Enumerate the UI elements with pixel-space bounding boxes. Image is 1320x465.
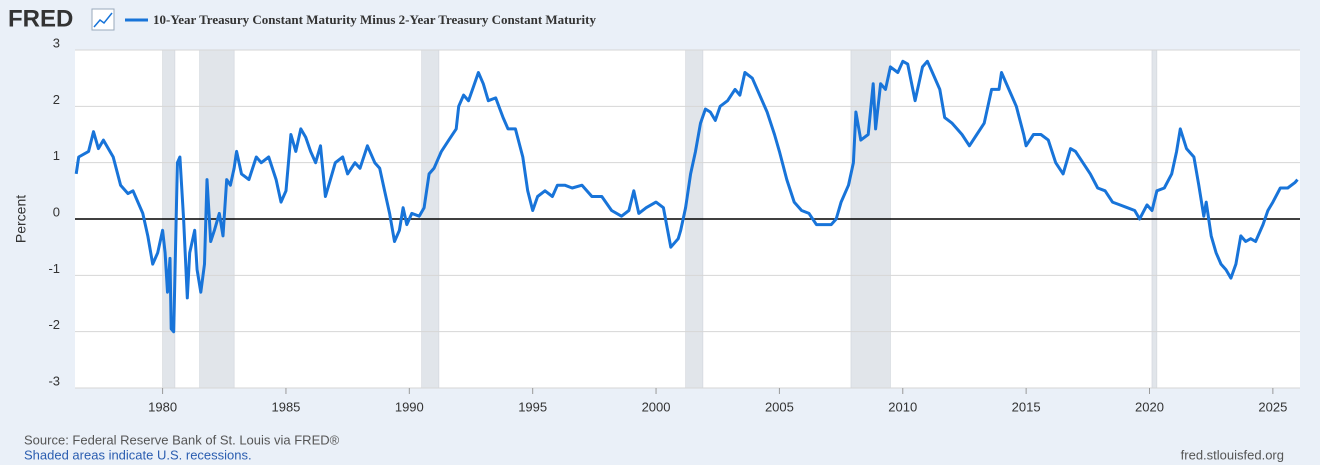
- series-line: [74, 59, 1299, 334]
- y-axis-label: Percent: [13, 195, 29, 243]
- x-tick-label: 2015: [1012, 399, 1041, 414]
- x-tick-label: 2005: [765, 399, 794, 414]
- y-tick-label: -3: [48, 373, 60, 388]
- x-tick-label: 1995: [518, 399, 547, 414]
- y-tick-label: -1: [48, 261, 60, 276]
- x-tick-label: 1985: [271, 399, 300, 414]
- x-tick-label: 1980: [148, 399, 177, 414]
- logo: FRED: [8, 5, 73, 32]
- legend-label: 10-Year Treasury Constant Maturity Minus…: [153, 12, 596, 27]
- recession-note: Shaded areas indicate U.S. recessions.: [24, 447, 252, 462]
- y-tick-label: 2: [53, 92, 60, 107]
- x-tick-label: 1990: [395, 399, 424, 414]
- y-tick-label: 0: [53, 204, 60, 219]
- y-tick-label: 3: [53, 35, 60, 50]
- source: Source: Federal Reserve Bank of St. Loui…: [24, 432, 340, 447]
- logo-icon: [91, 8, 115, 31]
- y-tick-label: 1: [53, 148, 60, 163]
- x-tick-label: 2000: [642, 399, 671, 414]
- y-tick-label: -2: [48, 317, 60, 332]
- x-tick-label: 2010: [888, 399, 917, 414]
- x-tick-label: 2025: [1258, 399, 1287, 414]
- x-tick-label: 2020: [1135, 399, 1164, 414]
- site: fred.stlouisfed.org: [1181, 447, 1284, 462]
